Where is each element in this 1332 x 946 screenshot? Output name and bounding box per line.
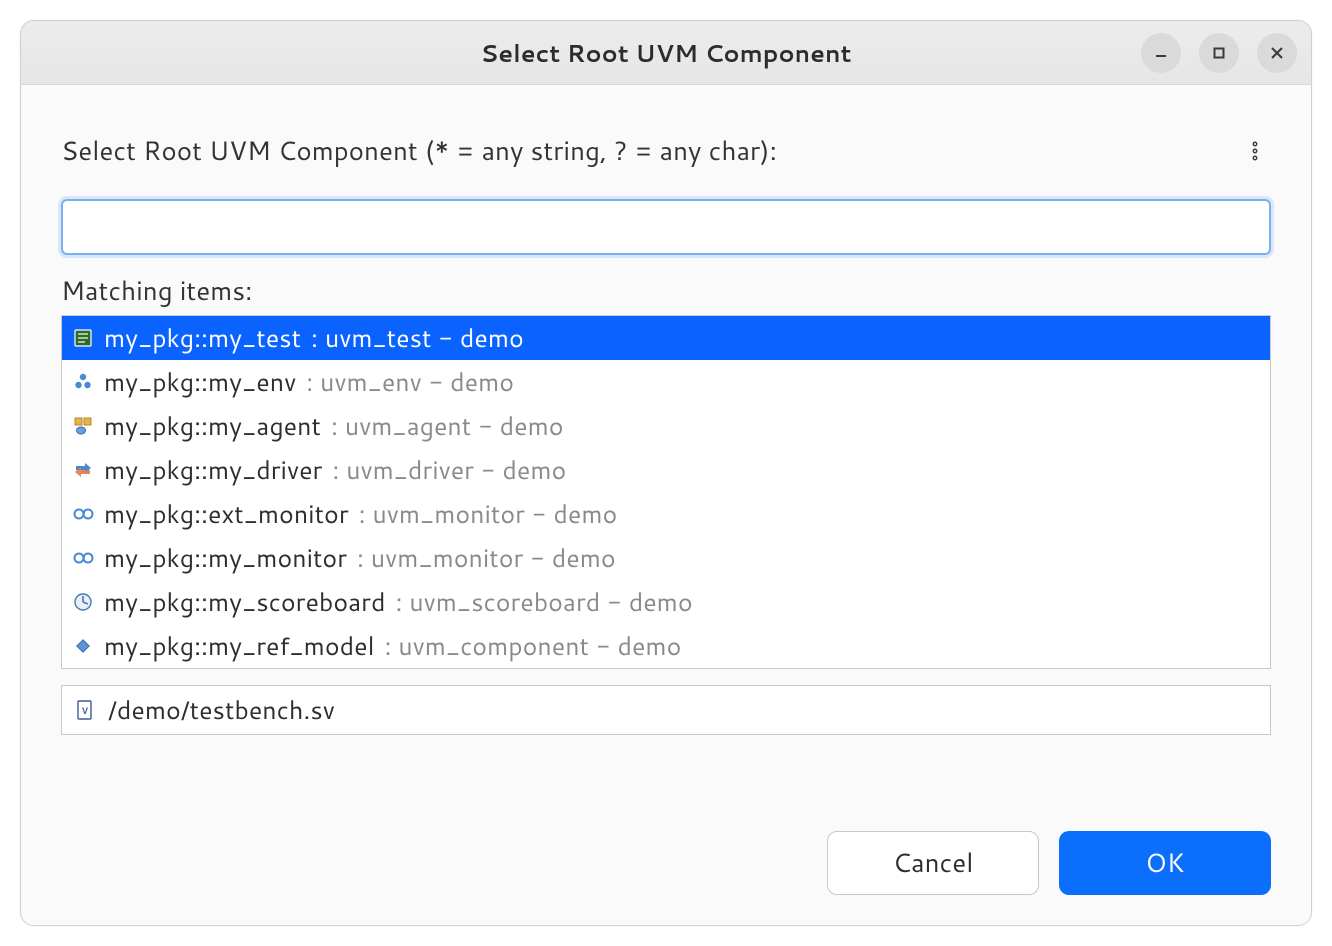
maximize-button[interactable] [1199, 33, 1239, 73]
cancel-button[interactable]: Cancel [827, 831, 1039, 895]
component-icon [72, 635, 94, 657]
list-item[interactable]: my_pkg::my_env : uvm_env - demo [62, 360, 1270, 404]
list-item-secondary: : uvm_driver - demo [332, 453, 566, 488]
list-item-secondary: : uvm_env - demo [306, 365, 514, 400]
ok-button[interactable]: OK [1059, 831, 1271, 895]
list-item-secondary: : uvm_scoreboard - demo [395, 585, 692, 620]
prompt-label: Select Root UVM Component (* = any strin… [61, 133, 777, 169]
status-path: /demo/testbench.sv [108, 693, 335, 728]
view-menu-button[interactable] [1239, 135, 1271, 167]
window-controls [1141, 33, 1297, 73]
window-title: Select Root UVM Component [480, 36, 851, 70]
driver-icon [72, 459, 94, 481]
button-row: Cancel OK [61, 775, 1271, 895]
list-item-primary: my_pkg::my_agent [104, 409, 321, 444]
list-item-primary: my_pkg::my_scoreboard [104, 585, 385, 620]
kebab-icon [1248, 140, 1262, 162]
list-item-primary: my_pkg::ext_monitor [104, 497, 349, 532]
list-item[interactable]: my_pkg::my_monitor : uvm_monitor - demo [62, 536, 1270, 580]
list-item-secondary: : uvm_monitor - demo [357, 541, 616, 576]
list-item-primary: my_pkg::my_test [104, 321, 301, 356]
list-item[interactable]: my_pkg::my_ref_model : uvm_component - d… [62, 624, 1270, 668]
list-item-secondary: : uvm_monitor - demo [359, 497, 618, 532]
env-icon [72, 371, 94, 393]
filter-input[interactable] [61, 199, 1271, 255]
status-bar: V /demo/testbench.sv [61, 685, 1271, 735]
titlebar: Select Root UVM Component [21, 21, 1311, 85]
dialog-content: Select Root UVM Component (* = any strin… [21, 85, 1311, 925]
list-item-secondary: : uvm_agent - demo [331, 409, 564, 444]
list-item[interactable]: my_pkg::ext_monitor : uvm_monitor - demo [62, 492, 1270, 536]
minimize-button[interactable] [1141, 33, 1181, 73]
close-button[interactable] [1257, 33, 1297, 73]
maximize-icon [1211, 45, 1227, 61]
close-icon [1269, 45, 1285, 61]
list-item-primary: my_pkg::my_driver [104, 453, 322, 488]
list-item-primary: my_pkg::my_monitor [104, 541, 347, 576]
test-icon [72, 327, 94, 349]
list-item[interactable]: my_pkg::my_scoreboard : uvm_scoreboard -… [62, 580, 1270, 624]
prompt-row: Select Root UVM Component (* = any strin… [61, 133, 1271, 169]
monitor-icon [72, 503, 94, 525]
list-item-secondary: : uvm_test - demo [311, 321, 524, 356]
scoreboard-icon [72, 591, 94, 613]
list-item[interactable]: my_pkg::my_driver : uvm_driver - demo [62, 448, 1270, 492]
monitor-icon [72, 547, 94, 569]
list-item-secondary: : uvm_component - demo [384, 629, 681, 664]
list-item-primary: my_pkg::my_env [104, 365, 296, 400]
list-item-primary: my_pkg::my_ref_model [104, 629, 374, 664]
dialog-window: Select Root UVM Component Select Root UV… [20, 20, 1312, 926]
matching-items-label: Matching items: [61, 273, 1271, 309]
agent-icon [72, 415, 94, 437]
minimize-icon [1153, 45, 1169, 61]
svg-text:V: V [82, 706, 88, 716]
list-item[interactable]: my_pkg::my_test : uvm_test - demo [62, 316, 1270, 360]
list-item[interactable]: my_pkg::my_agent : uvm_agent - demo [62, 404, 1270, 448]
matching-items-list[interactable]: my_pkg::my_test : uvm_test - demo my_pkg… [61, 315, 1271, 669]
sv-file-icon: V [74, 699, 96, 721]
